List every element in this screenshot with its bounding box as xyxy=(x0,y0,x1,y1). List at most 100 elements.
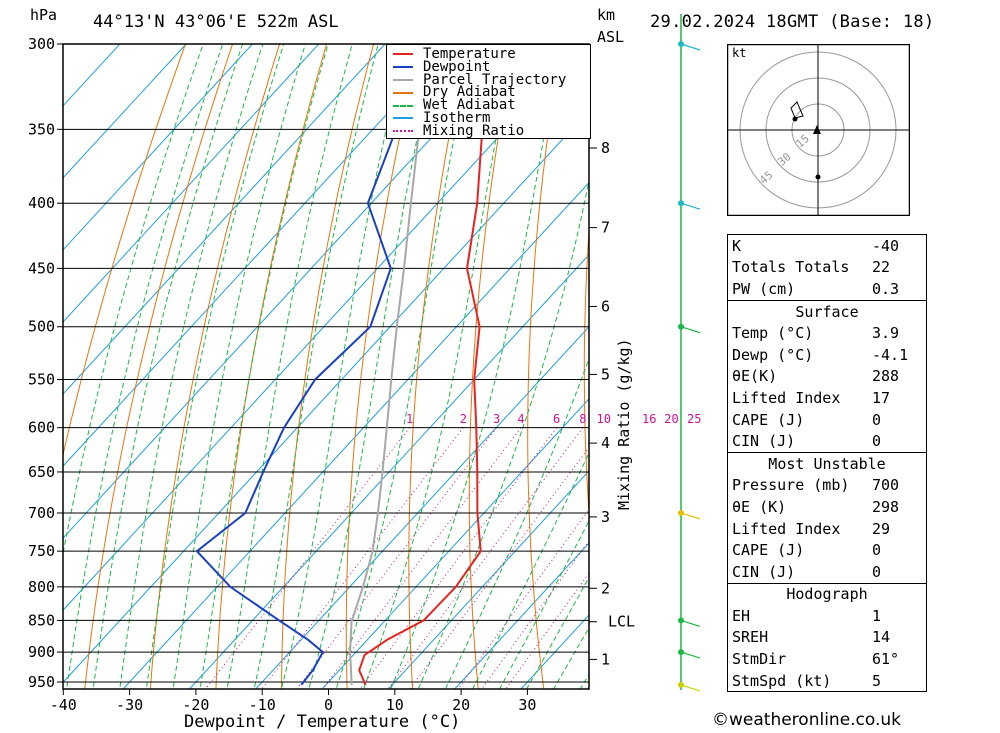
pressure-tick-label: 750 xyxy=(28,542,55,560)
index-section-header: Most Unstable xyxy=(727,451,927,475)
mixing-ratio-line xyxy=(321,427,522,689)
index-value: 0 xyxy=(872,410,882,429)
index-value: 0.3 xyxy=(872,279,900,298)
legend-label: Parcel Trajectory xyxy=(423,71,567,88)
index-value: 1 xyxy=(872,606,882,625)
wet-adiabat-line xyxy=(390,44,562,689)
wet-adiabat-line xyxy=(119,44,264,689)
temperature-profile xyxy=(358,44,499,686)
pressure-tick-label: 450 xyxy=(28,259,55,277)
isotherm-line xyxy=(321,398,589,689)
index-value: 3.9 xyxy=(872,324,900,343)
legend-label: Mixing Ratio xyxy=(423,122,525,139)
legend-label: Dewpoint xyxy=(423,58,491,75)
pressure-tick-label: 400 xyxy=(28,194,55,212)
legend-swatch xyxy=(393,130,413,133)
index-row: K -40 xyxy=(728,235,927,257)
temp-tick-label: -10 xyxy=(249,696,276,714)
legend: Temperature Dewpoint Parcel Trajectory Dry … xyxy=(386,44,591,139)
indices-table: K -40 Totals Totals 22 PW (cm) 0.3 Surface Temp… xyxy=(727,234,927,693)
index-value: 61° xyxy=(872,650,900,669)
legend-swatch xyxy=(393,117,413,120)
index-row: Lifted Index 29 xyxy=(728,518,927,540)
isotherm-line xyxy=(63,44,386,395)
wet-adiabat-line xyxy=(280,44,408,689)
dry-adiabat-line xyxy=(281,44,375,689)
km-tick-label: LCL xyxy=(608,613,635,631)
index-section-header: Hodograph xyxy=(727,582,927,606)
index-value: 0 xyxy=(872,432,882,451)
km-tick-label: 3 xyxy=(601,508,610,526)
datetime-title: 29.02.2024 18GMT (Base: 18) xyxy=(650,12,935,32)
location-title: 44°13'N 43°06'E 522m ASL xyxy=(93,12,339,32)
index-row: θE (K) 298 xyxy=(728,496,927,518)
wet-adiabat-line xyxy=(63,44,204,557)
mixing-ratio-axis-title: Mixing Ratio (g/kg) xyxy=(615,338,633,510)
hodograph-unit: kt xyxy=(732,46,746,60)
isotherm-line xyxy=(63,44,320,323)
mixing-ratio-label: 25 xyxy=(687,412,701,426)
wind-barb xyxy=(680,43,701,51)
height-unit-km: km xyxy=(597,6,616,24)
index-row: CIN (J) 0 xyxy=(728,561,927,583)
isotherm-line xyxy=(63,44,585,611)
legend-swatch xyxy=(393,91,413,94)
height-unit-asl: ASL xyxy=(597,28,625,46)
mixing-ratio-label: 3 xyxy=(493,412,500,426)
index-label: CAPE (J) xyxy=(732,541,805,560)
dry-adiabat-line xyxy=(215,44,328,689)
legend-swatch xyxy=(393,104,413,107)
legend-item: Temperature xyxy=(387,46,590,62)
mixing-ratio-line xyxy=(457,508,589,689)
temp-tick-label: 0 xyxy=(324,696,333,714)
pressure-tick-label: 300 xyxy=(28,35,55,53)
wet-adiabat-line xyxy=(362,44,515,689)
wet-adiabat-line xyxy=(145,44,285,689)
index-label: PW (cm) xyxy=(732,279,796,298)
legend-label: Temperature xyxy=(423,46,516,62)
index-row: PW (cm) 0.3 xyxy=(728,278,927,300)
index-value: 17 xyxy=(872,388,891,407)
mixing-ratio-line xyxy=(296,427,497,689)
mixing-ratio-label: 20 xyxy=(664,412,678,426)
mixing-ratio-label: 2 xyxy=(460,412,467,426)
wind-barb xyxy=(680,202,701,210)
pressure-unit-label: hPa xyxy=(30,6,58,24)
dewpoint-profile xyxy=(195,44,420,686)
index-row: SREH 14 xyxy=(728,627,927,649)
isotherm-line xyxy=(63,44,187,179)
index-label: Totals Totals xyxy=(732,258,850,277)
index-label: CIN (J) xyxy=(732,432,796,451)
legend-swatch xyxy=(393,78,413,81)
pressure-tick-label: 800 xyxy=(28,578,55,596)
index-row: StmDir 61° xyxy=(728,648,927,670)
temp-tick-label: -20 xyxy=(182,696,209,714)
dry-adiabat-line xyxy=(468,44,516,689)
index-value: 29 xyxy=(872,519,891,538)
legend-label: Dry Adiabat xyxy=(423,84,516,101)
index-value: 22 xyxy=(872,258,891,277)
wet-adiabat-line xyxy=(66,44,224,689)
isotherm-line xyxy=(63,44,121,107)
index-label: θE(K) xyxy=(732,367,778,386)
km-tick-label: 6 xyxy=(601,297,610,315)
dry-adiabat-line xyxy=(408,44,469,689)
x-axis-title: Dewpoint / Temperature (°C) xyxy=(184,712,460,732)
index-row: θE(K) 288 xyxy=(728,366,927,388)
isotherm-line xyxy=(63,109,589,684)
index-value: 298 xyxy=(872,497,900,516)
index-label: CIN (J) xyxy=(732,562,796,581)
pressure-tick-label: 950 xyxy=(28,673,55,691)
dry-adiabat-line xyxy=(149,44,281,689)
wind-barb xyxy=(680,619,701,628)
index-label: CAPE (J) xyxy=(732,410,805,429)
mixing-ratio-label: 4 xyxy=(517,412,524,426)
pressure-tick-label: 900 xyxy=(28,643,55,661)
mixing-ratio-line xyxy=(261,427,464,689)
dry-adiabat-line xyxy=(527,44,563,689)
index-row: Temp (°C) 3.9 xyxy=(728,322,927,344)
temp-tick-label: -40 xyxy=(50,696,77,714)
index-row: Lifted Index 17 xyxy=(728,387,927,409)
km-tick-label: 2 xyxy=(601,579,610,597)
